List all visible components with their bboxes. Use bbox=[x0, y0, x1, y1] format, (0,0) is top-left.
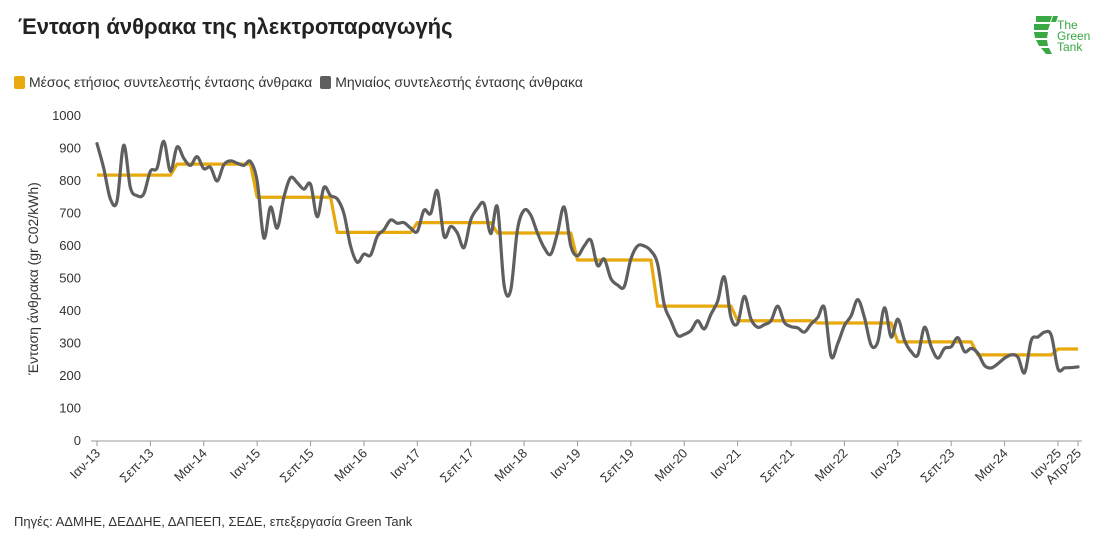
y-tick-label: 500 bbox=[59, 271, 81, 286]
x-tick-label: Μαι-24 bbox=[972, 446, 1011, 485]
series-layer bbox=[95, 139, 1080, 375]
x-tick-label: Σεπ-21 bbox=[757, 446, 797, 486]
x-tick-label: Μαι-16 bbox=[331, 446, 370, 485]
legend-swatch-annual bbox=[14, 75, 25, 89]
x-tick-label: Ιαν-23 bbox=[868, 446, 904, 482]
y-tick-label: 0 bbox=[74, 433, 81, 448]
y-tick-label: 200 bbox=[59, 368, 81, 383]
x-tick-label: Ιαν-15 bbox=[227, 446, 263, 482]
x-tick-label: Ιαν-13 bbox=[67, 446, 103, 482]
logo-line-1: The bbox=[1057, 18, 1078, 32]
x-tick-label: Σεπ-23 bbox=[917, 446, 957, 486]
y-tick-label: 1000 bbox=[52, 108, 81, 123]
x-tick-label: Μαι-22 bbox=[812, 446, 851, 485]
x-tick-label: Μαι-18 bbox=[491, 446, 530, 485]
series-line-annual bbox=[97, 162, 1078, 357]
x-tick-label: Ιαν-17 bbox=[387, 446, 423, 482]
source-note: Πηγές: ΑΔΜΗΕ, ΔΕΔΔΗΕ, ΔΑΠΕΕΠ, ΣΕΔΕ, επεξ… bbox=[14, 514, 413, 529]
legend: Μέσος ετήσιος συντελεστής έντασης άνθρακ… bbox=[14, 74, 591, 90]
x-tick-label: Μαι-20 bbox=[651, 446, 690, 485]
green-tank-logo-icon bbox=[1034, 16, 1058, 54]
x-tick-label: Ιαν-21 bbox=[707, 446, 743, 482]
series-line-monthly bbox=[95, 139, 1080, 375]
y-tick-label: 900 bbox=[59, 141, 81, 156]
x-tick-label: Σεπ-15 bbox=[277, 446, 317, 486]
y-tick-label: 700 bbox=[59, 206, 81, 221]
x-axis: Ιαν-13 Σεπ-13 Μαι-14 Ιαν-15 Σεπ-15 Μαι-16 Ιαν-… bbox=[67, 440, 1084, 487]
logo-line-2: Green bbox=[1057, 29, 1091, 43]
y-tick-label: 100 bbox=[59, 401, 81, 416]
legend-item-annual[interactable]: Μέσος ετήσιος συντελεστής έντασης άνθρακ… bbox=[14, 74, 312, 90]
y-axis: 0 100 200 300 400 500 600 700 800 900 1000 Ένταση ά… bbox=[25, 108, 81, 448]
x-tick-label: Ιαν-19 bbox=[547, 446, 583, 482]
x-tick-label: Μαι-14 bbox=[171, 446, 210, 485]
logo-line-3: Tank bbox=[1057, 40, 1083, 54]
legend-label-annual: Μέσος ετήσιος συντελεστής έντασης άνθρακ… bbox=[29, 74, 313, 90]
y-tick-label: 400 bbox=[59, 303, 81, 318]
y-tick-label: 600 bbox=[59, 238, 81, 253]
y-tick-label: 800 bbox=[59, 173, 81, 188]
logo-text: The Green Tank bbox=[1057, 18, 1091, 54]
legend-swatch-monthly bbox=[320, 75, 332, 89]
x-tick-label: Σεπ-17 bbox=[437, 446, 477, 486]
x-tick-label: Σεπ-19 bbox=[597, 446, 637, 486]
chart-title: Ένταση άνθρακα της ηλεκτροπαραγωγής bbox=[18, 14, 453, 39]
x-tick-label: Σεπ-13 bbox=[116, 446, 156, 486]
legend-label-monthly: Μηνιαίος συντελεστής έντασης άνθρακα bbox=[335, 74, 583, 90]
y-tick-label: 300 bbox=[59, 336, 81, 351]
legend-item-monthly[interactable]: Μηνιαίος συντελεστής έντασης άνθρακα bbox=[320, 74, 583, 90]
y-axis-title: Ένταση άνθρακα (gr C02/kWh) bbox=[25, 182, 41, 376]
